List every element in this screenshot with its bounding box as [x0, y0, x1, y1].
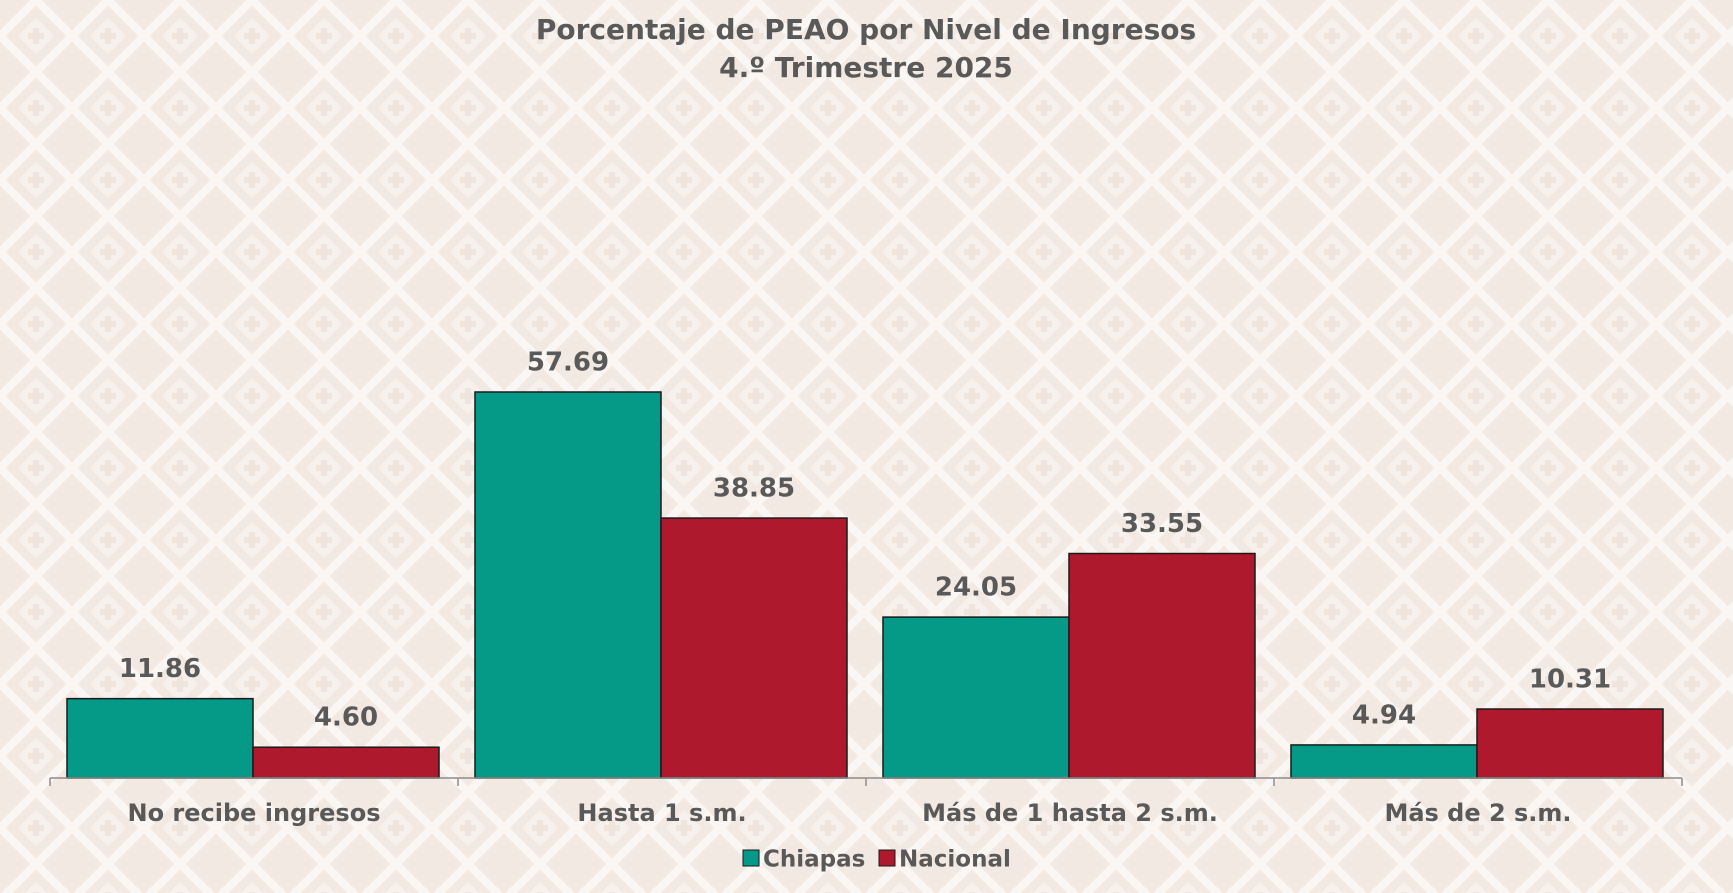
x-tick-label: No recibe ingresos	[128, 799, 381, 827]
data-label: 24.05	[935, 573, 1017, 603]
bar	[1476, 708, 1664, 779]
chart-subtitle: 4.º Trimestre 2025	[719, 51, 1013, 84]
bar	[252, 746, 440, 779]
bar	[66, 697, 254, 779]
data-label: 38.85	[713, 474, 795, 504]
x-tick-label: Más de 1 hasta 2 s.m.	[922, 799, 1218, 827]
data-label: 33.55	[1121, 509, 1203, 539]
legend-swatch	[742, 849, 760, 867]
data-label: 57.69	[527, 348, 609, 378]
bar	[1290, 744, 1478, 779]
legend-label: Chiapas	[763, 847, 865, 873]
x-tick-label: Hasta 1 s.m.	[577, 799, 746, 827]
bar	[660, 517, 848, 779]
data-label: 10.31	[1529, 665, 1611, 695]
data-label: 11.86	[119, 654, 201, 684]
legend-label: Nacional	[899, 847, 1011, 873]
bar	[474, 391, 662, 779]
chart-title: Porcentaje de PEAO por Nivel de Ingresos	[536, 13, 1196, 46]
data-label: 4.60	[314, 703, 378, 733]
bar	[882, 616, 1070, 779]
bar	[1068, 552, 1256, 779]
x-tick-label: Más de 2 s.m.	[1384, 799, 1571, 827]
data-label: 4.94	[1352, 700, 1416, 730]
legend-swatch	[878, 849, 896, 867]
